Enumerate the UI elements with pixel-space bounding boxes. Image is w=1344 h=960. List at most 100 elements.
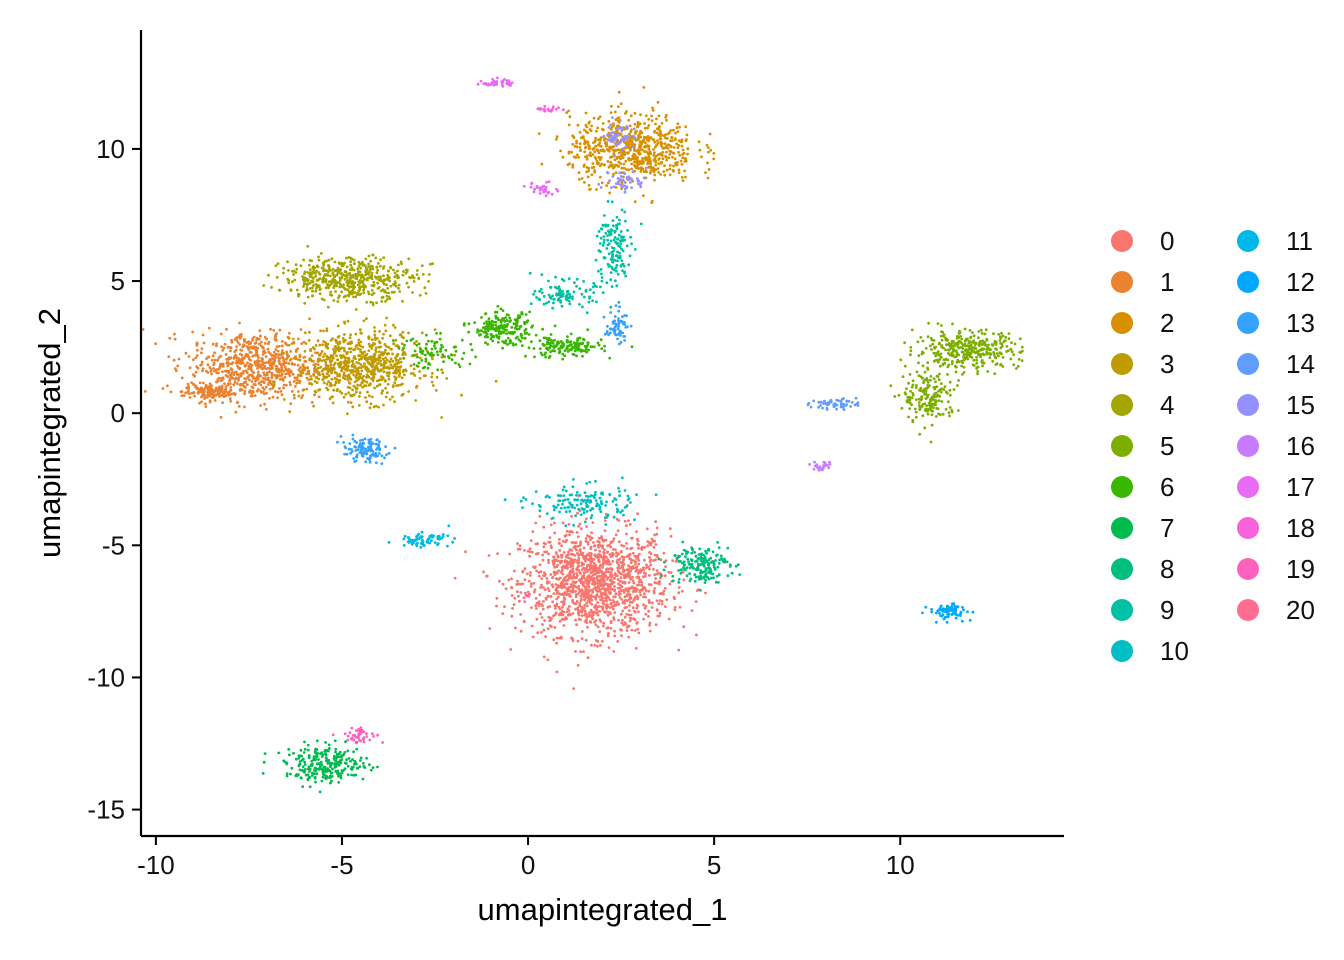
point (174, 367, 177, 370)
point (401, 382, 404, 386)
point (998, 351, 1002, 355)
point (659, 131, 662, 135)
point (524, 354, 527, 358)
point (228, 379, 231, 383)
point (202, 387, 206, 391)
point (707, 150, 710, 154)
point (624, 524, 628, 528)
point (627, 613, 631, 617)
point (950, 352, 954, 356)
point (397, 286, 400, 290)
point (238, 321, 241, 325)
point (555, 636, 559, 640)
point (527, 579, 531, 583)
point (589, 608, 593, 612)
point (523, 567, 527, 571)
point (221, 349, 225, 352)
point (543, 550, 546, 554)
point (533, 355, 536, 359)
point (940, 382, 943, 385)
point (576, 663, 580, 667)
point (397, 374, 401, 378)
point (245, 341, 249, 345)
point (582, 546, 586, 550)
point (601, 607, 605, 611)
point (351, 275, 355, 279)
point (673, 597, 676, 601)
point (292, 340, 296, 344)
point (521, 569, 525, 573)
point (932, 393, 936, 397)
point (589, 595, 592, 598)
point (229, 386, 233, 389)
point (363, 365, 367, 368)
point (262, 284, 266, 287)
point (308, 381, 312, 385)
point (543, 588, 547, 591)
point (526, 572, 529, 576)
point (342, 373, 346, 377)
point (648, 621, 652, 625)
point (930, 423, 934, 427)
point (933, 387, 937, 391)
point (200, 347, 204, 351)
point (173, 337, 177, 341)
point (224, 353, 228, 356)
point (647, 565, 650, 569)
point (651, 138, 655, 141)
point (602, 621, 605, 625)
point (540, 616, 544, 619)
point (690, 609, 694, 612)
point (287, 281, 291, 285)
point (594, 566, 598, 570)
point (922, 388, 926, 391)
point (556, 340, 560, 343)
point (489, 337, 493, 341)
point (598, 549, 602, 553)
point (194, 356, 198, 360)
point (391, 359, 395, 363)
point (560, 586, 564, 590)
point (405, 281, 409, 285)
point (907, 415, 910, 419)
point (307, 263, 311, 267)
point (570, 514, 573, 518)
point (493, 327, 497, 331)
point (351, 370, 355, 374)
point (575, 548, 578, 552)
point (622, 558, 625, 562)
point (588, 568, 592, 571)
point (932, 351, 936, 355)
point (366, 390, 369, 394)
point (652, 153, 656, 157)
point (516, 542, 519, 545)
point (559, 149, 562, 153)
point (578, 549, 582, 553)
point (219, 377, 223, 380)
point (510, 614, 514, 618)
point (594, 563, 597, 567)
point (627, 146, 630, 150)
point (599, 338, 603, 342)
point (584, 638, 588, 642)
point (694, 600, 698, 603)
point (663, 142, 667, 146)
point (673, 606, 677, 609)
point (501, 346, 504, 350)
point (186, 382, 190, 386)
point (617, 602, 621, 606)
point (332, 388, 336, 392)
point (914, 410, 918, 414)
point (605, 560, 609, 564)
point (925, 404, 929, 407)
point (344, 392, 348, 396)
point (308, 317, 311, 321)
point (662, 589, 666, 593)
point (540, 630, 543, 634)
point (200, 395, 203, 399)
point (392, 364, 396, 368)
point (706, 146, 710, 150)
point (381, 357, 385, 361)
point (236, 382, 239, 386)
point (557, 351, 561, 355)
